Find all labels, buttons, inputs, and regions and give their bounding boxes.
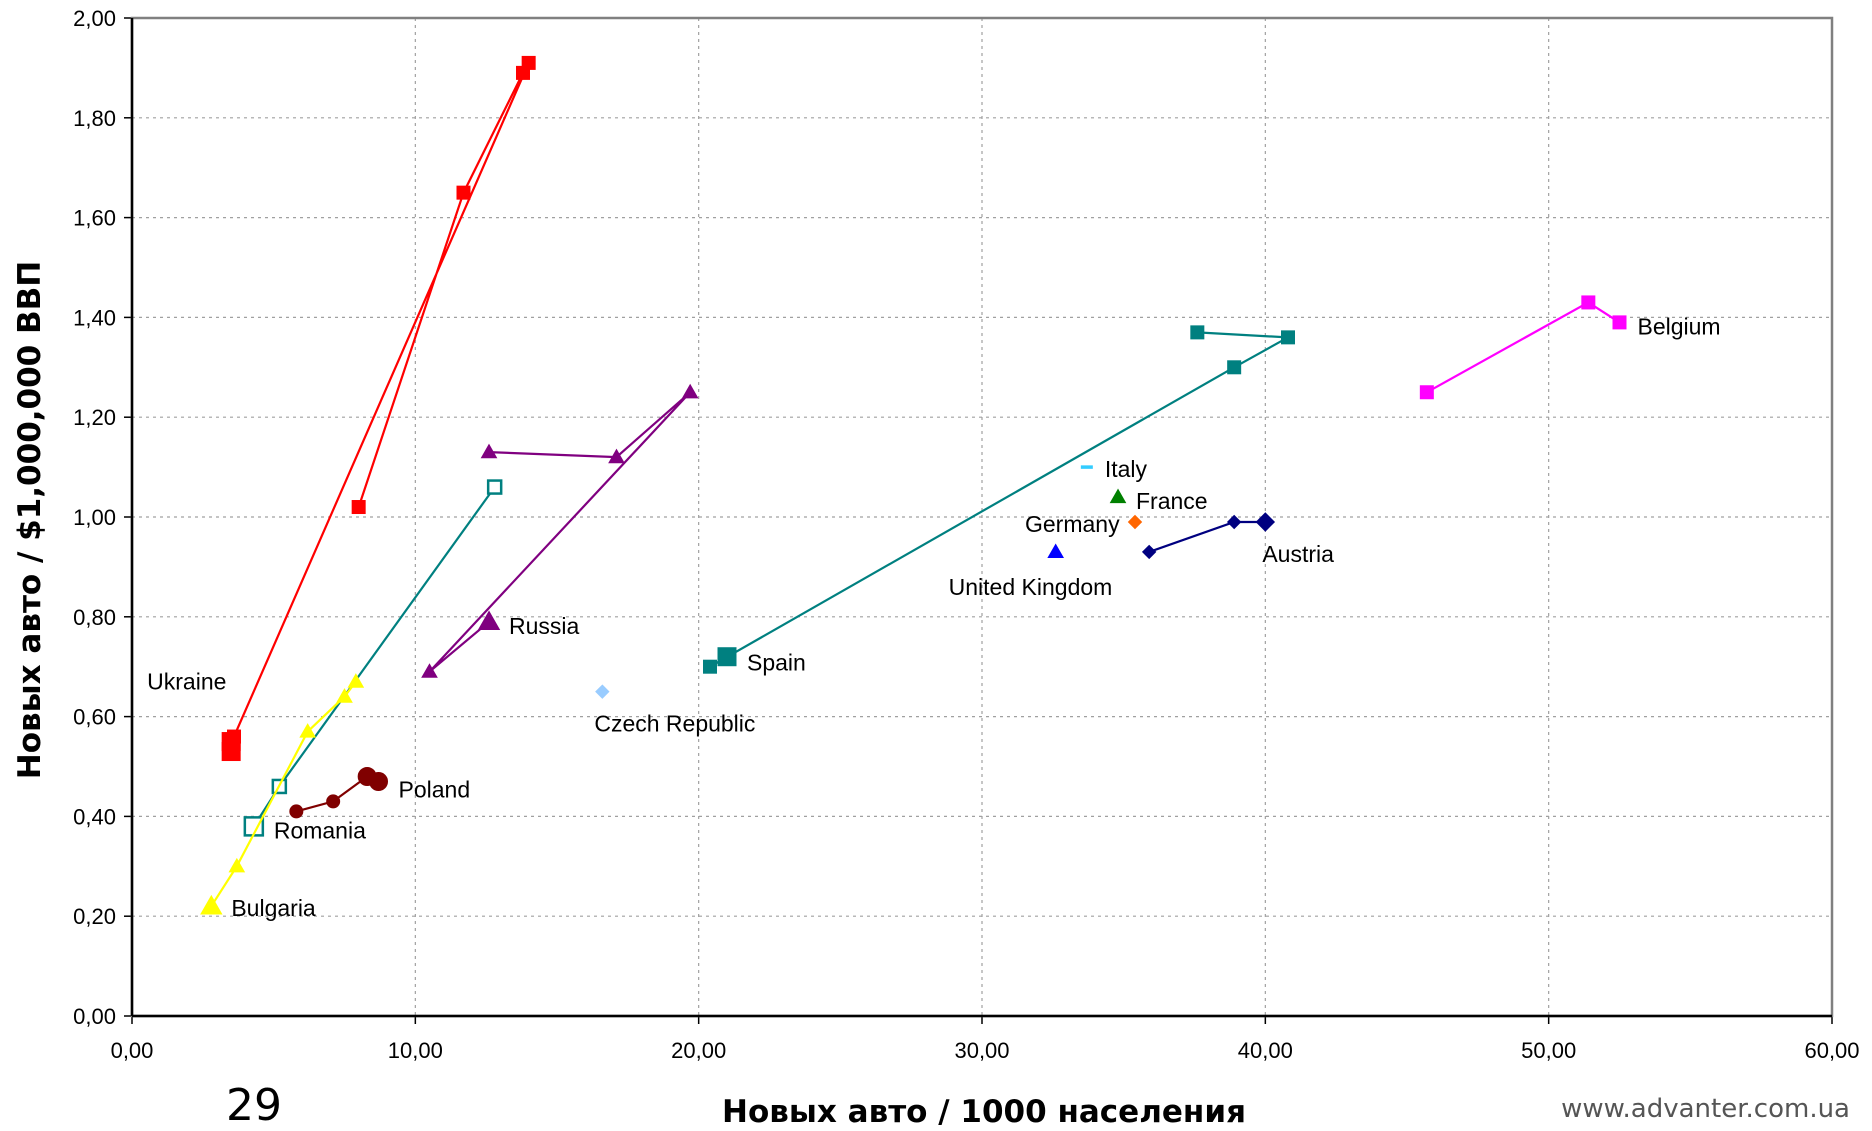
data-point (200, 894, 223, 915)
data-point (421, 663, 438, 678)
series-germany (1127, 514, 1143, 530)
series-ukraine (221, 55, 536, 762)
grid-lines (132, 18, 1832, 1016)
data-point (1190, 325, 1205, 340)
label-austria: Austria (1262, 541, 1334, 567)
data-point (456, 185, 471, 200)
data-point (347, 673, 365, 688)
series-bulgaria (200, 673, 365, 915)
data-point (227, 729, 241, 744)
y-tick-label: 0,40 (73, 804, 116, 829)
y-tick-label: 1,60 (73, 206, 116, 231)
label-belgium: Belgium (1638, 313, 1721, 339)
data-point (516, 65, 530, 80)
label-united-kingdom: United Kingdom (949, 574, 1113, 600)
data-series (200, 55, 1627, 915)
label-germany: Germany (1025, 511, 1120, 537)
data-point (1141, 544, 1157, 560)
data-point (1127, 514, 1143, 530)
data-point (480, 443, 498, 459)
data-point (228, 857, 246, 873)
page-number: 29 (226, 1080, 282, 1131)
data-point (1047, 543, 1065, 559)
y-tick-label: 1,40 (73, 305, 116, 330)
series-united-kingdom (1047, 543, 1065, 559)
data-point (1227, 360, 1242, 375)
data-point (717, 647, 737, 667)
series-line (1148, 520, 1266, 553)
data-point (595, 684, 610, 699)
series-russia (421, 383, 699, 678)
label-bulgaria: Bulgaria (231, 895, 316, 921)
data-point (1109, 488, 1127, 504)
y-tick-label: 0,60 (73, 705, 116, 730)
data-point (1281, 330, 1295, 345)
data-point (289, 804, 304, 819)
data-point (336, 688, 353, 703)
x-tick-label: 30,00 (954, 1038, 1009, 1063)
series-france (1109, 488, 1127, 504)
data-point (703, 659, 717, 674)
y-tick-label: 0,20 (73, 904, 116, 929)
website-url: www.advanter.com.ua (1561, 1094, 1850, 1124)
x-tick-label: 40,00 (1238, 1038, 1293, 1063)
series-line (1426, 301, 1621, 394)
data-point (369, 771, 388, 791)
x-tick-label: 10,00 (388, 1038, 443, 1063)
data-point (477, 610, 501, 631)
data-point (1581, 295, 1596, 310)
data-point (681, 383, 699, 399)
series-poland (289, 766, 388, 819)
data-point (486, 479, 503, 495)
y-tick-label: 1,80 (73, 106, 116, 131)
data-point (326, 794, 341, 809)
y-tick-label: 0,80 (73, 605, 116, 630)
data-point (1612, 315, 1627, 330)
axes: 0,00 10,00 20,00 30,00 40,00 50,00 60,00 0,00 0,… (73, 6, 1859, 1063)
x-tick-label: 60,00 (1804, 1038, 1859, 1063)
series-austria (1141, 512, 1276, 560)
x-tick-label: 20,00 (671, 1038, 726, 1063)
label-poland: Poland (399, 776, 471, 802)
data-point (1255, 512, 1276, 532)
series-czech-republic (595, 684, 610, 699)
x-axis-title: Новых авто / 1000 населения (722, 1094, 1246, 1128)
y-tick-label: 0,00 (73, 1004, 116, 1029)
label-ukraine: Ukraine (147, 669, 226, 695)
series-labels: Ukraine Romania Bulgaria Poland Russia Czech … (147, 313, 1720, 921)
y-tick-label: 1,20 (73, 405, 116, 430)
label-russia: Russia (509, 613, 580, 639)
y-tick-label: 2,00 (73, 6, 116, 31)
data-point (608, 448, 625, 464)
data-point (351, 500, 366, 515)
label-romania: Romania (274, 817, 366, 843)
y-axis-title: Новых авто / $1,000,000 ВВП (12, 261, 48, 780)
data-point (1419, 385, 1434, 400)
label-italy: Italy (1105, 456, 1148, 482)
series-spain (703, 325, 1295, 674)
data-point (1226, 514, 1242, 530)
label-czech-republic: Czech Republic (594, 711, 755, 737)
x-tick-label: 0,00 (111, 1038, 154, 1063)
label-spain: Spain (747, 650, 806, 676)
series-belgium (1419, 295, 1627, 400)
data-point (299, 723, 317, 738)
label-france: France (1136, 488, 1208, 514)
x-tick-label: 50,00 (1521, 1038, 1576, 1063)
y-tick-label: 1,00 (73, 505, 116, 530)
